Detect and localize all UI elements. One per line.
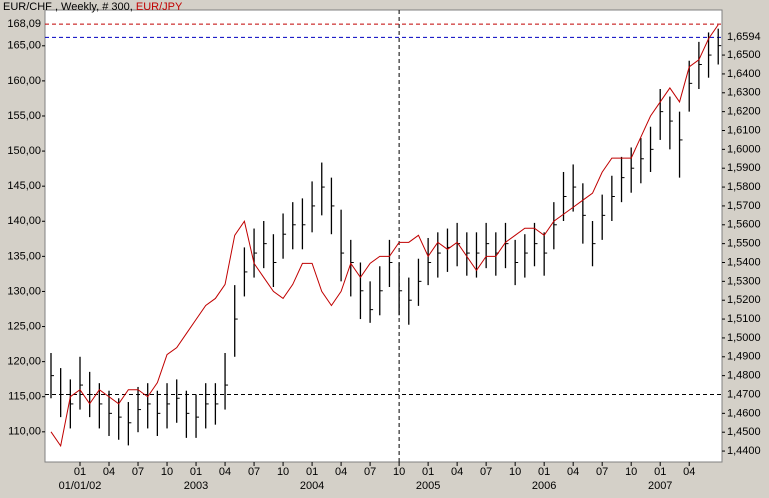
x-tick-label: 04 bbox=[103, 466, 115, 478]
y2-tick-label: 1,4600 bbox=[727, 407, 761, 419]
x-tick-label: 04 bbox=[335, 466, 347, 478]
x-tick-label: 10 bbox=[161, 466, 173, 478]
marker-label: 1,6594 bbox=[727, 31, 761, 43]
y2-tick-label: 1,5600 bbox=[727, 219, 761, 231]
y2-tick-label: 1,6100 bbox=[727, 124, 761, 136]
x-group-label: 2003 bbox=[184, 480, 208, 492]
x-tick-label: 01 bbox=[306, 466, 318, 478]
y2-tick-label: 1,4900 bbox=[727, 351, 761, 363]
y2-tick-label: 1,6500 bbox=[727, 49, 761, 61]
x-tick-label: 04 bbox=[683, 466, 695, 478]
x-tick-label: 04 bbox=[219, 466, 231, 478]
chart-title: EUR/CHF , Weekly, # 300, EUR/JPY bbox=[3, 1, 183, 13]
y2-tick-label: 1,5400 bbox=[727, 256, 761, 268]
y2-tick-label: 1,4500 bbox=[727, 426, 761, 438]
x-tick-label: 01 bbox=[74, 466, 86, 478]
x-tick-label: 07 bbox=[480, 466, 492, 478]
y2-tick-label: 1,5800 bbox=[727, 181, 761, 193]
y2-tick-label: 1,4800 bbox=[727, 370, 761, 382]
x-tick-label: 04 bbox=[567, 466, 579, 478]
title-text: EUR/CHF , Weekly, # 300, bbox=[3, 1, 133, 13]
x-tick-label: 01 bbox=[190, 466, 202, 478]
x-group-label: 2007 bbox=[648, 480, 672, 492]
y2-tick-label: 1,5300 bbox=[727, 275, 761, 287]
marker-label: 168,09 bbox=[7, 18, 41, 30]
y-tick-label: 155,00 bbox=[7, 110, 41, 122]
x-tick-label: 01 bbox=[538, 466, 550, 478]
y-tick-label: 145,00 bbox=[7, 180, 41, 192]
y2-tick-label: 1,6200 bbox=[727, 106, 761, 118]
y2-tick-label: 1,5200 bbox=[727, 294, 761, 306]
y-tick-label: 130,00 bbox=[7, 285, 41, 297]
y2-tick-label: 1,5100 bbox=[727, 313, 761, 325]
x-tick-label: 07 bbox=[364, 466, 376, 478]
y2-tick-label: 1,5900 bbox=[727, 162, 761, 174]
y-tick-label: 150,00 bbox=[7, 145, 41, 157]
marker-label: 1,4700 bbox=[727, 388, 761, 400]
y-tick-label: 135,00 bbox=[7, 250, 41, 262]
line-series bbox=[50, 24, 719, 448]
y-tick-label: 140,00 bbox=[7, 215, 41, 227]
y-tick-label: 115,00 bbox=[8, 391, 41, 403]
x-group-label: 2005 bbox=[416, 480, 440, 492]
plot-area bbox=[44, 9, 723, 463]
y-tick-label: 120,00 bbox=[7, 356, 41, 368]
y2-tick-label: 1,6300 bbox=[727, 87, 761, 99]
y-tick-label: 125,00 bbox=[7, 320, 41, 332]
x-tick-label: 01 bbox=[422, 466, 434, 478]
x-tick-label: 10 bbox=[509, 466, 521, 478]
y2-tick-label: 1,5700 bbox=[727, 200, 761, 212]
x-tick-label: 10 bbox=[625, 466, 637, 478]
y2-tick-label: 1,5000 bbox=[727, 332, 761, 344]
x-group-label: 01/01/02 bbox=[59, 480, 102, 492]
y2-tick-label: 1,6000 bbox=[727, 143, 761, 155]
legend-entry: EUR/JPY bbox=[136, 1, 183, 13]
y-tick-label: 160,00 bbox=[7, 75, 41, 87]
x-tick-label: 07 bbox=[248, 466, 260, 478]
y-tick-label: 165,00 bbox=[7, 40, 41, 52]
y2-tick-label: 1,5500 bbox=[727, 238, 761, 250]
x-tick-label: 04 bbox=[451, 466, 463, 478]
x-group-label: 2004 bbox=[300, 480, 324, 492]
x-tick-label: 07 bbox=[132, 466, 144, 478]
y-tick-label: 110,00 bbox=[8, 426, 41, 438]
x-tick-label: 01 bbox=[654, 466, 666, 478]
y2-tick-label: 1,4400 bbox=[727, 445, 761, 457]
x-tick-label: 10 bbox=[277, 466, 289, 478]
x-group-label: 2006 bbox=[532, 480, 556, 492]
x-tick-label: 10 bbox=[393, 466, 405, 478]
y2-tick-label: 1,6400 bbox=[727, 68, 761, 80]
x-tick-label: 07 bbox=[596, 466, 608, 478]
